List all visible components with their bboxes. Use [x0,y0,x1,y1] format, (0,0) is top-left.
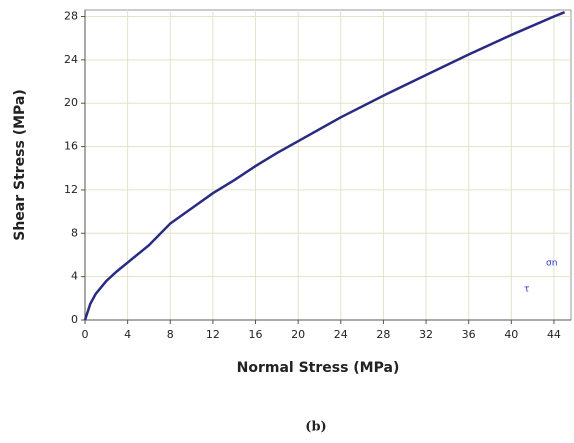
x-tick-label: 44 [547,328,561,341]
x-tick-label: 28 [376,328,390,341]
y-tick-label: 4 [71,270,78,283]
y-tick-label: 0 [71,313,78,326]
x-tick-label: 8 [167,328,174,341]
inset-label: τ [524,285,529,295]
x-tick-label: 24 [334,328,348,341]
y-tick-label: 20 [64,96,78,109]
caption: (b) [305,420,326,435]
y-tick-label: 28 [64,10,78,23]
x-tick-label: 32 [419,328,433,341]
x-tick-label: 40 [504,328,518,341]
plot-area [85,10,571,320]
y-axis-label: Shear Stress (MPa) [12,89,28,241]
x-tick-label: 0 [82,328,89,341]
y-tick-label: 12 [64,183,78,196]
y-tick-label: 16 [64,140,78,153]
x-tick-label: 20 [291,328,305,341]
chart: Normal Stress (MPa) Shear Stress (MPa) (… [0,0,574,443]
x-tick-label: 36 [462,328,476,341]
x-tick-label: 16 [249,328,263,341]
x-tick-label: 12 [206,328,220,341]
x-axis-label: Normal Stress (MPa) [237,360,400,376]
x-tick-label: 4 [124,328,131,341]
y-tick-label: 24 [64,53,78,66]
inset-label: σn [546,259,557,269]
y-tick-label: 8 [71,226,78,239]
